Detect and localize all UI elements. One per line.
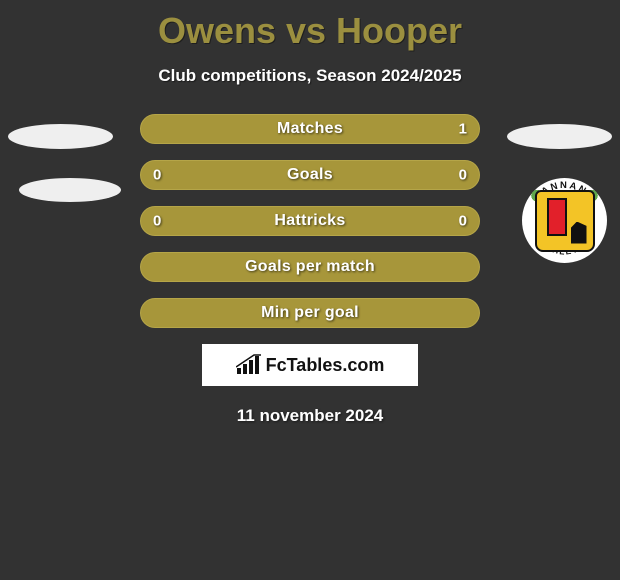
stat-row: Min per goal: [140, 298, 480, 328]
bar-chart-icon: [236, 354, 262, 376]
player1-avatar: [8, 124, 113, 149]
stat-left-value: 0: [153, 167, 161, 184]
stat-label: Hattricks: [274, 212, 345, 230]
site-logo[interactable]: FcTables.com: [202, 344, 418, 386]
stat-row: Matches 1: [140, 114, 480, 144]
player2-club-badge: ANNAN ATHLETIC: [522, 178, 607, 263]
stat-right-value: 1: [459, 121, 467, 138]
logo-text: FcTables.com: [266, 355, 385, 376]
stat-label: Matches: [277, 120, 343, 138]
stat-row: 0 Hattricks 0: [140, 206, 480, 236]
player2-avatar: [507, 124, 612, 149]
subtitle: Club competitions, Season 2024/2025: [0, 66, 620, 86]
stat-label: Min per goal: [261, 304, 359, 322]
stat-row: 0 Goals 0: [140, 160, 480, 190]
stat-right-value: 0: [459, 213, 467, 230]
page-title: Owens vs Hooper: [0, 0, 620, 52]
stat-right-value: 0: [459, 167, 467, 184]
stat-row: Goals per match: [140, 252, 480, 282]
stat-label: Goals: [287, 166, 333, 184]
player1-club-avatar: [19, 178, 121, 202]
stat-left-value: 0: [153, 213, 161, 230]
snapshot-date: 11 november 2024: [0, 406, 620, 426]
badge-shield: [535, 190, 595, 252]
stat-label: Goals per match: [245, 258, 375, 276]
